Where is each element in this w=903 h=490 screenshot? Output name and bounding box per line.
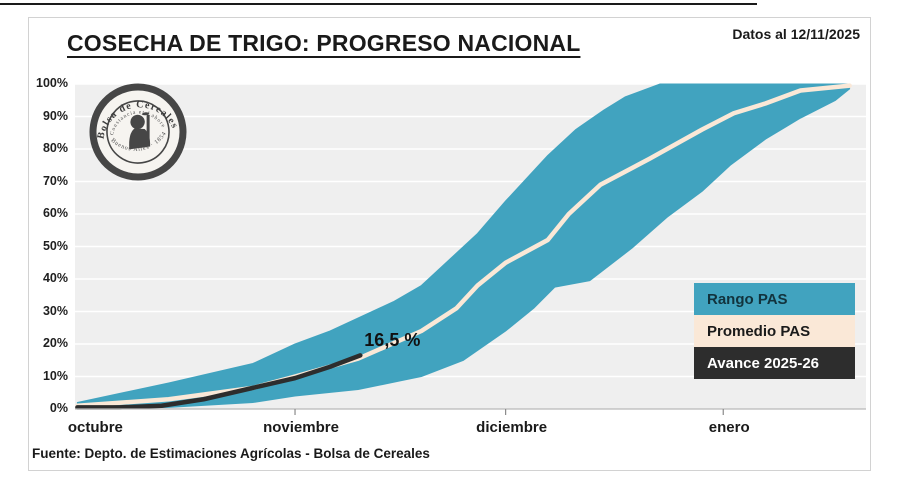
top-border-rule: [0, 3, 757, 5]
rango-pas-band: [76, 83, 851, 410]
y-tick-label: 40%: [42, 271, 68, 285]
x-tick-label-enero: enero: [708, 419, 750, 436]
data-as-of-note: Datos al 12/11/2025: [732, 26, 860, 42]
logo-figure-silhouette: [129, 112, 151, 150]
legend: Rango PAS Promedio PAS Avance 2025-26: [694, 283, 855, 379]
x-tick-label-noviembre: noviembre: [263, 419, 339, 436]
avance-2025-26-line: [75, 353, 363, 410]
legend-item-promedio-pas: Promedio PAS: [694, 315, 855, 347]
logo-inner-ring: [106, 100, 170, 164]
y-tick-label: 70%: [42, 173, 68, 188]
y-tick-label: 30%: [42, 303, 68, 318]
y-tick-label: 60%: [42, 206, 68, 220]
y-tick-label: 20%: [42, 336, 68, 350]
y-tick-label: 80%: [42, 141, 68, 155]
bolsa-de-cereales-logo: Bolsa de Cereales Constancia et Labore B…: [89, 83, 187, 181]
y-tick-label: 10%: [42, 368, 68, 383]
chart-title: COSECHA DE TRIGO: PROGRESO NACIONAL: [67, 30, 581, 56]
y-tick-label: 100%: [36, 76, 68, 90]
current-progress-annotation: 16,5 %: [364, 330, 421, 351]
y-tick-label: 90%: [42, 108, 68, 123]
legend-item-rango-pas: Rango PAS: [694, 283, 855, 315]
y-tick-label: 0%: [49, 401, 68, 415]
y-tick-label: 50%: [42, 238, 68, 253]
x-tick-label-octubre: octubre: [67, 419, 123, 436]
legend-item-avance-2025-26: Avance 2025-26: [694, 347, 855, 379]
x-tick-label-diciembre: diciembre: [476, 419, 548, 436]
source-note: Fuente: Depto. de Estimaciones Agrícolas…: [32, 446, 430, 461]
